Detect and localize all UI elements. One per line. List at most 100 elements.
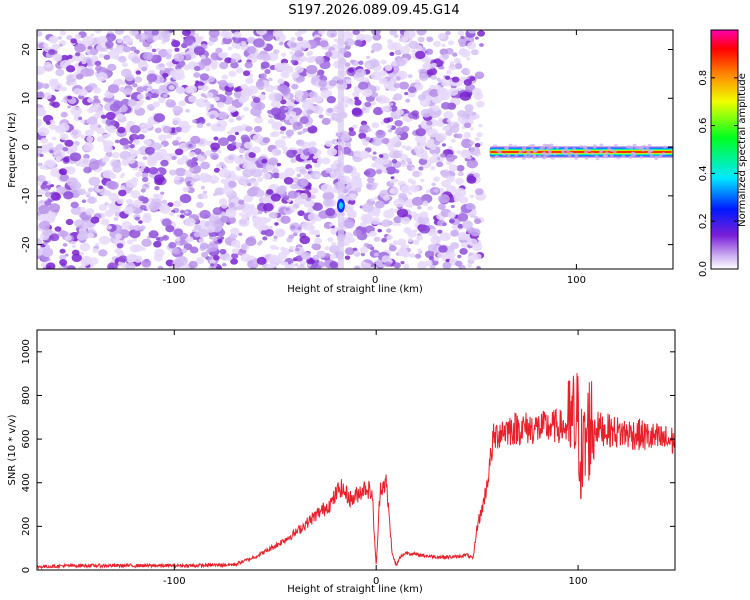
noise-blob — [190, 31, 196, 36]
noise-blob — [474, 142, 481, 148]
noise-blob — [374, 182, 379, 187]
noise-blob — [378, 154, 384, 158]
noise-blob — [232, 36, 242, 44]
noise-blob — [298, 61, 303, 66]
carrier-fringe — [569, 151, 574, 155]
noise-blob — [415, 148, 428, 158]
noise-blob — [80, 68, 92, 77]
noise-blob — [59, 173, 70, 182]
noise-blob — [450, 204, 455, 209]
noise-blob — [118, 55, 127, 63]
noise-blob — [165, 54, 172, 60]
noise-blob — [269, 211, 278, 219]
noise-blob — [348, 130, 356, 137]
noise-blob — [424, 250, 435, 259]
noise-blob — [478, 123, 483, 128]
noise-blob — [437, 252, 445, 259]
noise-blob — [126, 239, 134, 245]
noise-blob — [257, 210, 263, 215]
noise-blob — [217, 137, 229, 146]
noise-blob — [321, 157, 331, 165]
noise-blob — [82, 142, 94, 152]
noise-blob — [87, 97, 94, 103]
noise-blob — [87, 196, 96, 204]
noise-blob — [408, 86, 417, 94]
noise-blob — [129, 124, 141, 134]
noise-blob — [141, 66, 148, 72]
noise-blob — [316, 158, 324, 164]
carrier-fringe — [506, 153, 511, 157]
noise-blob — [444, 75, 451, 80]
noise-blob — [67, 95, 73, 100]
noise-blob — [352, 229, 362, 237]
noise-blob — [227, 46, 233, 51]
noise-blob — [299, 168, 307, 175]
noise-blob — [441, 81, 448, 87]
noise-blob — [245, 125, 253, 132]
noise-blob — [296, 173, 301, 178]
noise-blob — [455, 260, 463, 267]
noise-blob — [188, 260, 198, 269]
noise-blob — [240, 114, 245, 119]
noise-blob — [457, 30, 465, 36]
noise-blob — [291, 71, 300, 79]
noise-blob — [90, 33, 95, 37]
noise-blob — [61, 99, 66, 103]
noise-blob — [396, 58, 407, 67]
noise-blob — [44, 61, 52, 68]
noise-blob — [364, 101, 372, 108]
noise-blob — [195, 36, 202, 42]
noise-blob — [457, 213, 469, 222]
noise-blob — [380, 121, 385, 125]
noise-blob — [304, 173, 312, 180]
noise-blob — [445, 154, 456, 162]
noise-blob — [197, 85, 203, 90]
noise-blob — [104, 91, 114, 99]
noise-blob — [53, 84, 62, 91]
noise-blob — [411, 166, 416, 171]
noise-blob — [470, 228, 481, 237]
carrier-fringe — [563, 152, 568, 156]
carrier-fringe — [602, 153, 607, 157]
noise-blob — [114, 30, 125, 35]
noise-blob — [198, 116, 205, 122]
y-tick-label: 0 — [21, 567, 32, 573]
noise-blob — [212, 255, 220, 261]
noise-blob — [414, 253, 422, 259]
noise-blob — [128, 140, 133, 144]
noise-blob — [223, 31, 233, 40]
noise-blob — [269, 132, 276, 137]
noise-blob — [202, 190, 208, 195]
noise-blob — [87, 232, 95, 239]
noise-blob — [400, 159, 406, 165]
carrier-fringe — [662, 145, 667, 149]
carrier-fringe — [495, 148, 500, 152]
noise-blob — [294, 89, 304, 98]
noise-blob — [362, 202, 374, 213]
colorbar-tick-label: 0.6 — [698, 118, 709, 134]
noise-blob — [242, 70, 251, 77]
noise-blob — [420, 108, 432, 118]
noise-blob — [240, 83, 249, 90]
noise-blob — [230, 258, 238, 265]
carrier-fringe — [564, 145, 569, 149]
noise-blob — [433, 40, 442, 48]
noise-blob — [64, 253, 69, 257]
noise-blob — [136, 93, 145, 101]
noise-blob — [310, 73, 316, 78]
carrier-fringe — [532, 154, 537, 158]
carrier-fringe — [541, 156, 546, 160]
noise-blob — [468, 115, 475, 121]
noise-blob — [426, 120, 433, 126]
noise-blob — [320, 183, 333, 193]
carrier-fringe — [598, 151, 603, 155]
noise-blob — [469, 194, 475, 199]
noise-blob — [102, 134, 109, 139]
noise-blob — [88, 176, 101, 186]
noise-blob — [448, 87, 459, 96]
spectrogram-x-axis-label: Height of straight line (km) — [287, 284, 423, 295]
snr-x-axis-label: Height of straight line (km) — [287, 584, 423, 595]
noise-blob — [200, 55, 206, 60]
noise-blob — [400, 185, 412, 194]
